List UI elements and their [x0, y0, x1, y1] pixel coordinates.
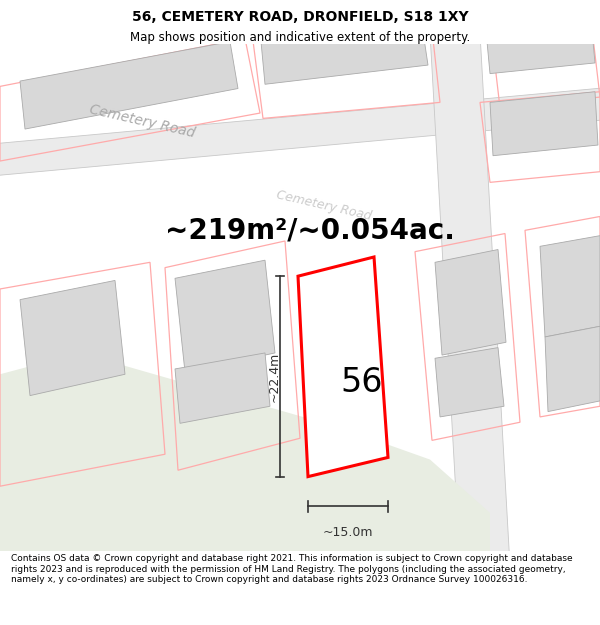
Text: ~219m²/~0.054ac.: ~219m²/~0.054ac.: [165, 216, 455, 244]
Polygon shape: [490, 92, 598, 156]
Text: 56: 56: [341, 366, 383, 399]
Polygon shape: [545, 326, 600, 412]
Polygon shape: [260, 12, 428, 84]
Polygon shape: [435, 348, 504, 417]
Text: ~15.0m: ~15.0m: [323, 526, 373, 539]
Text: Cemetery Road: Cemetery Road: [88, 102, 196, 141]
Text: ~22.4m: ~22.4m: [268, 351, 281, 401]
Polygon shape: [175, 353, 270, 423]
Text: Cemetery Road: Cemetery Road: [275, 189, 373, 223]
Polygon shape: [430, 33, 510, 566]
Polygon shape: [298, 257, 388, 477]
Polygon shape: [20, 281, 125, 396]
Text: Map shows position and indicative extent of the property.: Map shows position and indicative extent…: [130, 31, 470, 44]
Polygon shape: [435, 249, 506, 355]
Polygon shape: [175, 260, 275, 372]
Text: Contains OS data © Crown copyright and database right 2021. This information is : Contains OS data © Crown copyright and d…: [11, 554, 572, 584]
Polygon shape: [0, 353, 490, 551]
Text: 56, CEMETERY ROAD, DRONFIELD, S18 1XY: 56, CEMETERY ROAD, DRONFIELD, S18 1XY: [131, 9, 469, 24]
Polygon shape: [0, 86, 600, 177]
Polygon shape: [540, 236, 600, 337]
Polygon shape: [485, 9, 595, 74]
Polygon shape: [20, 42, 238, 129]
